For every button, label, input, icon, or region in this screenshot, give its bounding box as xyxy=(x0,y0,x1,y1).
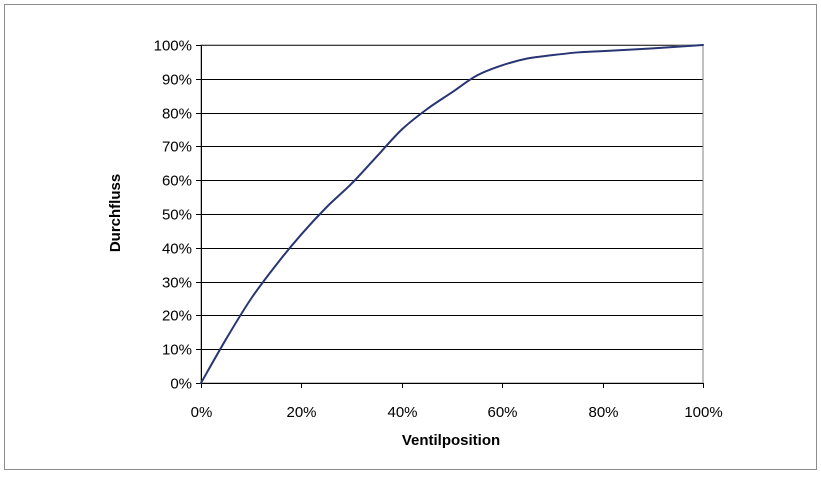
x-tick-label: 40% xyxy=(387,404,417,421)
y-tick-label: 30% xyxy=(162,275,192,292)
y-tick-label: 10% xyxy=(162,342,192,359)
y-tick-label: 100% xyxy=(154,38,192,55)
x-axis-title: Ventilposition xyxy=(402,432,500,449)
x-tick-label: 100% xyxy=(684,404,722,421)
y-tick-label: 60% xyxy=(162,173,192,190)
chart-outer-border xyxy=(4,4,817,470)
y-tick-label: 80% xyxy=(162,106,192,123)
x-tick-label: 80% xyxy=(588,404,618,421)
x-tick-label: 60% xyxy=(487,404,517,421)
y-tick-label: 20% xyxy=(162,308,192,325)
y-tick-label: 40% xyxy=(162,241,192,258)
y-tick-label: 90% xyxy=(162,72,192,89)
y-axis-title: Durchfluss xyxy=(107,174,124,252)
y-tick-label: 0% xyxy=(170,376,192,393)
series-layer xyxy=(200,44,704,384)
axes-layer xyxy=(196,44,704,388)
y-tick-label: 70% xyxy=(162,139,192,156)
ticks-layer: 0% 10% 20% 30% 40% 50% 60% 70% 80% 90% 100% 0% 20% 40… xyxy=(154,38,723,422)
series-line xyxy=(200,44,704,384)
x-tick-label: 20% xyxy=(286,404,316,421)
x-tick-label: 0% xyxy=(191,404,213,421)
y-tick-label: 50% xyxy=(162,207,192,224)
